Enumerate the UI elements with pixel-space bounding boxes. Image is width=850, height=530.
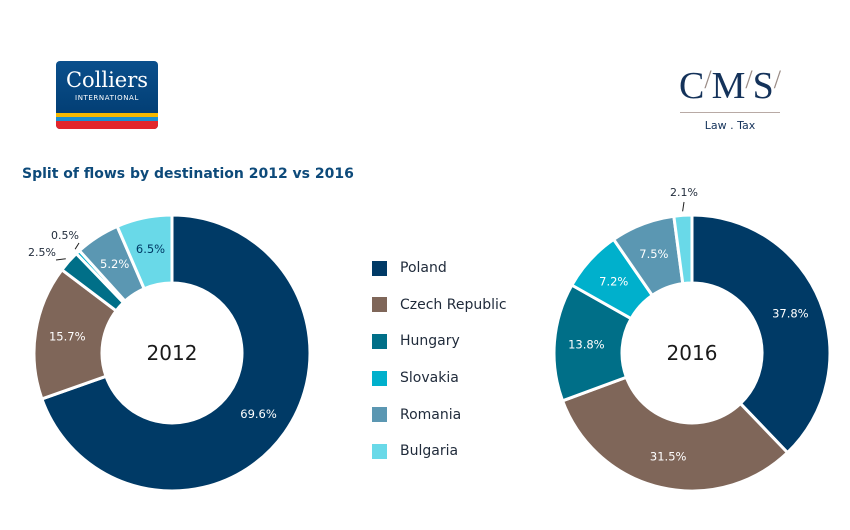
leader-line	[74, 242, 80, 250]
slice-czech-republic	[561, 375, 789, 493]
data-label: 31.5%	[650, 449, 687, 463]
slice-poland	[40, 213, 312, 493]
data-label: 6.5%	[136, 242, 165, 256]
legend-item-poland: Poland	[372, 250, 507, 287]
center-label: 2016	[667, 341, 718, 365]
data-label: 2.1%	[670, 186, 698, 199]
data-label: 5.2%	[100, 257, 129, 271]
legend-item-czech-republic: Czech Republic	[372, 287, 507, 324]
legend-swatch	[372, 407, 387, 423]
legend-swatch	[372, 333, 387, 349]
data-label: 7.2%	[599, 274, 628, 288]
leader-line	[55, 258, 66, 261]
cms-tagline: Law . Tax	[704, 119, 756, 132]
colliers-logo: Colliers INTERNATIONAL	[56, 61, 158, 129]
legend-swatch	[372, 260, 387, 276]
legend-item-bulgaria: Bulgaria	[372, 433, 507, 470]
chart-title: Split of flows by destination 2012 vs 20…	[22, 166, 354, 182]
colliers-logo-sub: INTERNATIONAL	[75, 94, 139, 102]
data-label: 69.6%	[240, 407, 277, 421]
leader-line	[682, 201, 685, 212]
slice-poland	[690, 213, 832, 455]
legend-item-romania: Romania	[372, 396, 507, 433]
data-label: 7.5%	[639, 247, 668, 261]
cms-logo: C/M/S/ Law . Tax	[679, 65, 781, 132]
data-label: 37.8%	[772, 306, 809, 320]
legend-item-hungary: Hungary	[372, 323, 507, 360]
legend-swatch	[372, 370, 387, 386]
data-label: 13.8%	[568, 338, 605, 352]
center-label: 2012	[147, 341, 198, 365]
legend-swatch	[372, 297, 387, 313]
data-label: 15.7%	[49, 330, 86, 344]
slice-bulgaria	[115, 213, 174, 291]
data-label: 0.5%	[51, 229, 79, 242]
colliers-logo-name: Colliers	[65, 68, 149, 92]
legend: Poland Czech Republic Hungary Slovakia R…	[372, 250, 507, 470]
data-label: 2.5%	[28, 246, 56, 259]
slice-bulgaria	[672, 213, 694, 286]
legend-swatch	[372, 443, 387, 459]
legend-item-slovakia: Slovakia	[372, 360, 507, 397]
